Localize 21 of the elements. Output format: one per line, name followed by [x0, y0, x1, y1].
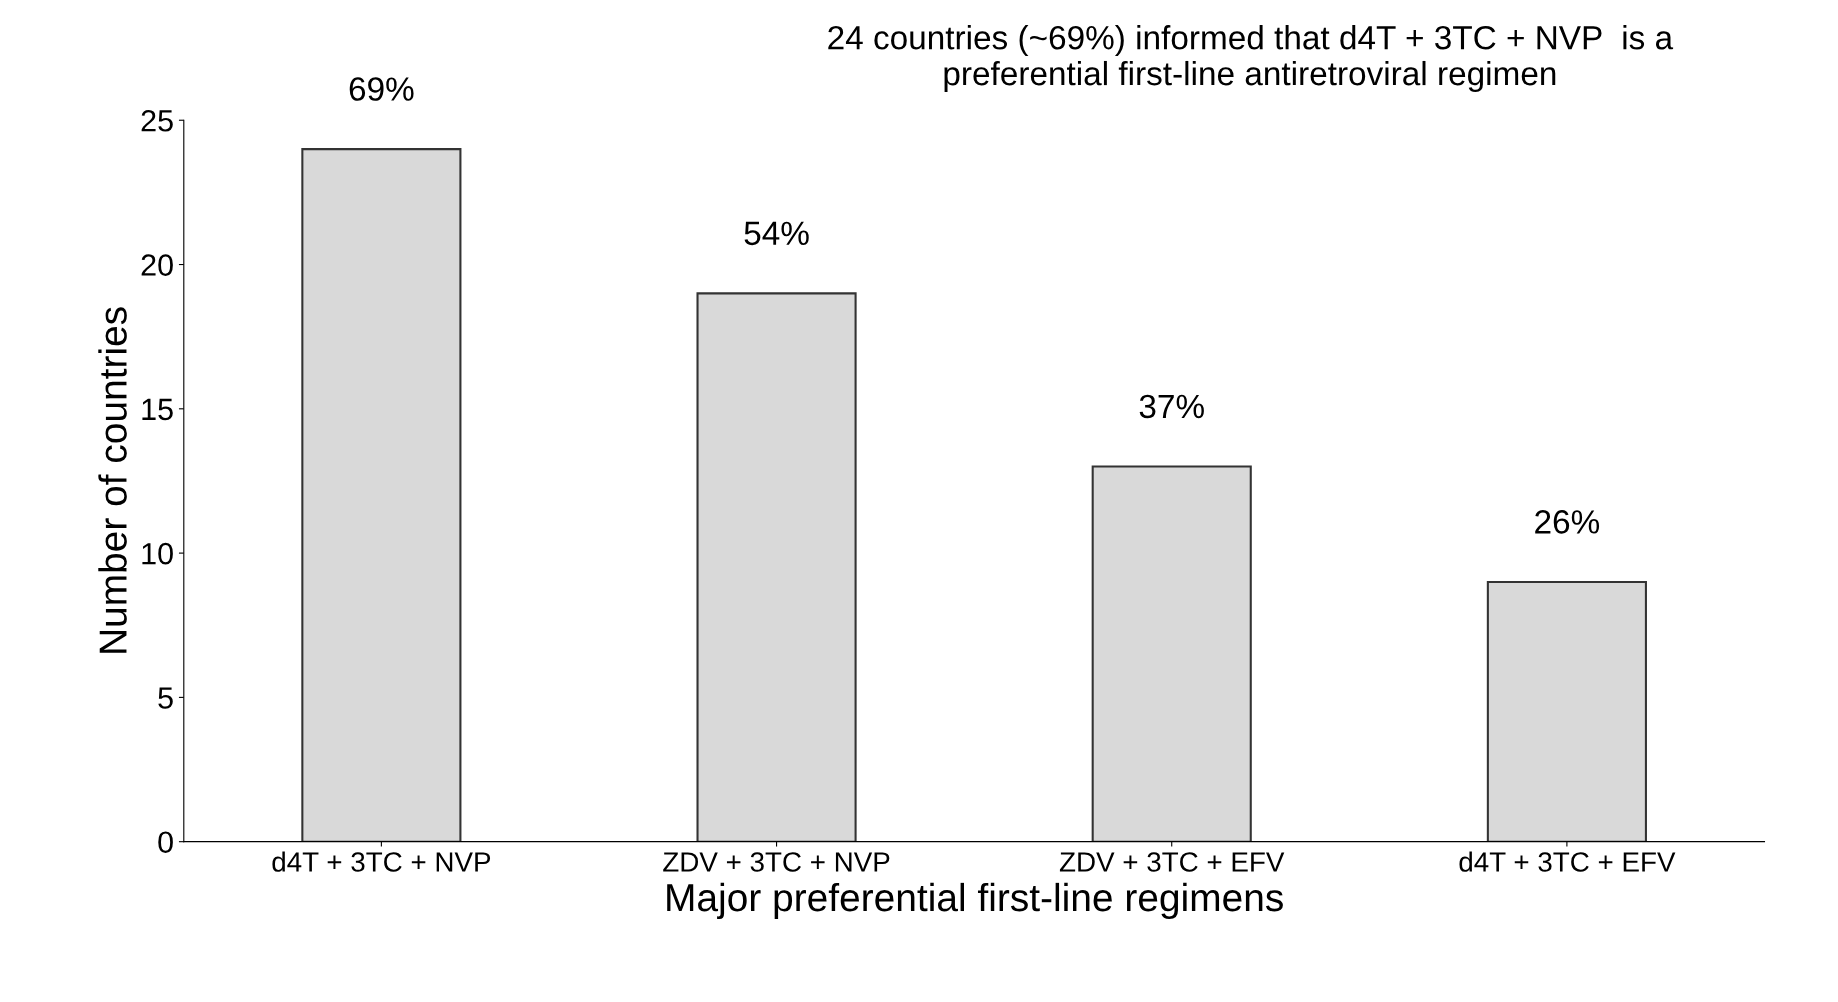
x-tick-label: d4T + 3TC + NVP [272, 851, 491, 872]
text: 24 countries (~69%) informed that d4T + 3TC + NVP is a preferential first-line antiretroviral regimen [828, 25, 1674, 93]
x-tick-label: ZDV + 3TC + NVP [663, 852, 890, 872]
annotation: 69% [349, 77, 414, 101]
bar [696, 292, 857, 842]
y-tick-label: 20 [141, 254, 173, 276]
y-tick-label: 25 [141, 109, 173, 132]
bar [301, 148, 462, 842]
bar [1486, 580, 1647, 842]
y-tick-label: 15 [142, 398, 173, 421]
bar [1091, 465, 1252, 842]
y-tick-label: 5 [158, 687, 173, 709]
x-tick-label: d4T + 3TC + EFV [1459, 851, 1676, 872]
annotation: 37% [1139, 394, 1204, 419]
y-tick-label: 10 [142, 542, 173, 565]
annotation: 26% [1535, 510, 1600, 534]
y-axis-title: Number of countries [98, 307, 127, 653]
x-tick-label: ZDV + 3TC + EFV [1059, 852, 1285, 872]
x-axis-title: Major preferential first-line regimens [667, 882, 1283, 920]
y-tick-label: 0 [158, 831, 173, 854]
annotation: 54% [744, 221, 809, 246]
